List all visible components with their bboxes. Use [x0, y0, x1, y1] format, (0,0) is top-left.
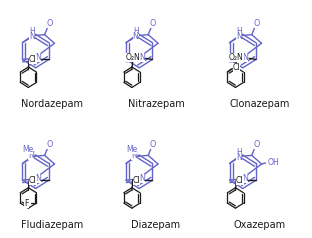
- Text: H: H: [29, 27, 35, 36]
- Text: Cl: Cl: [29, 55, 37, 64]
- Text: Cl: Cl: [29, 176, 37, 185]
- Text: O₂N: O₂N: [229, 53, 244, 62]
- Text: O: O: [253, 19, 260, 28]
- Text: N: N: [139, 53, 145, 62]
- Text: Cl: Cl: [233, 63, 240, 72]
- Text: Nordazepam: Nordazepam: [22, 99, 83, 109]
- Text: O₂N: O₂N: [125, 53, 140, 62]
- Text: H: H: [236, 27, 242, 36]
- Text: Cl: Cl: [133, 176, 140, 185]
- Text: N: N: [35, 53, 41, 62]
- Text: N: N: [139, 174, 145, 183]
- Text: H: H: [133, 27, 139, 36]
- Text: O: O: [46, 19, 53, 28]
- Text: N: N: [131, 151, 137, 160]
- Text: N: N: [236, 32, 242, 41]
- Text: Clonazepam: Clonazepam: [229, 99, 290, 109]
- Text: Nitrazepam: Nitrazepam: [128, 99, 184, 109]
- Text: O: O: [150, 139, 156, 149]
- Text: F: F: [24, 198, 29, 208]
- Text: Me: Me: [22, 145, 33, 154]
- Text: N: N: [242, 53, 248, 62]
- Text: Fludiazepam: Fludiazepam: [21, 220, 84, 230]
- Text: N: N: [242, 174, 248, 183]
- Text: Diazepam: Diazepam: [131, 220, 181, 230]
- Text: Me: Me: [126, 145, 137, 154]
- Text: N: N: [35, 174, 41, 183]
- Text: N: N: [133, 32, 139, 41]
- Text: Oxazepam: Oxazepam: [233, 220, 285, 230]
- Text: O: O: [253, 139, 260, 149]
- Text: O: O: [150, 19, 156, 28]
- Text: N: N: [29, 32, 35, 41]
- Text: H: H: [236, 148, 242, 157]
- Text: O: O: [46, 139, 53, 149]
- Text: OH: OH: [268, 159, 280, 167]
- Text: N: N: [236, 153, 242, 162]
- Text: Cl: Cl: [236, 176, 244, 185]
- Text: N: N: [28, 151, 34, 160]
